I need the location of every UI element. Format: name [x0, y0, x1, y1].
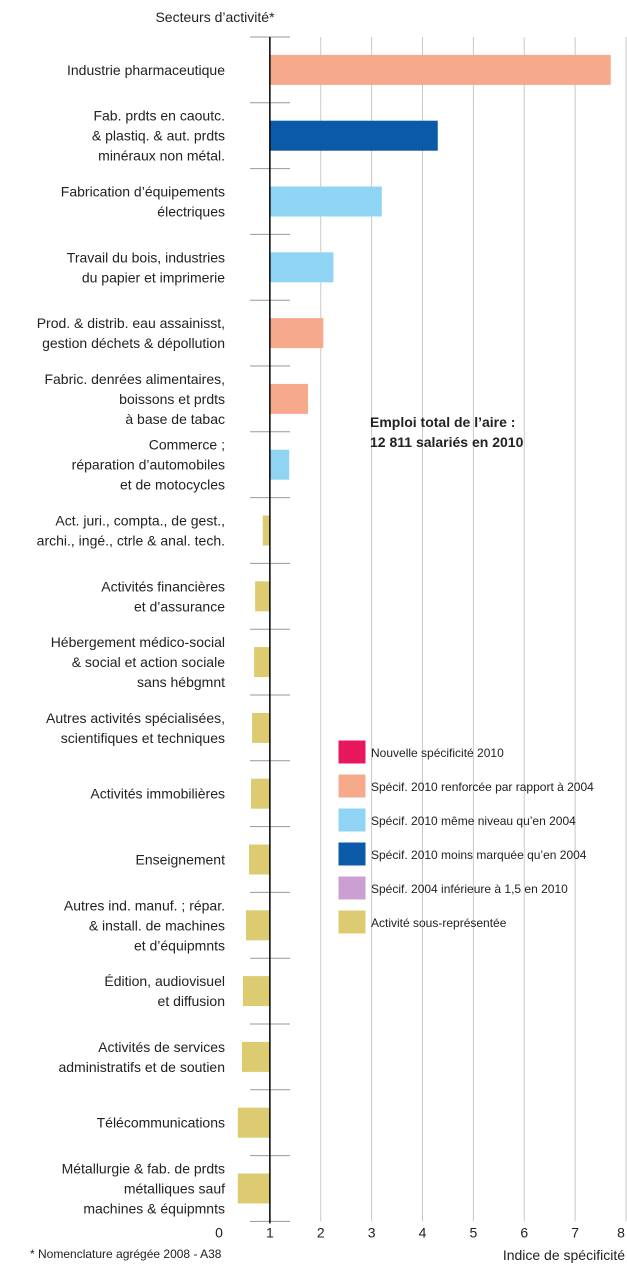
x-tick-label: 4: [419, 1224, 427, 1240]
y-tick-label: Activités financières et d’assurance: [101, 578, 225, 614]
legend-swatch: [337, 841, 367, 867]
y-tick-label: Activités de services administratifs et d…: [58, 1039, 225, 1075]
legend-swatch: [337, 875, 367, 901]
y-tick-label: Autres activités spécialisées, scientifiq…: [46, 710, 225, 746]
legend-swatch: [337, 807, 367, 833]
legend-label: Spécif. 2010 renforcée par rapport à 200…: [371, 780, 594, 794]
y-tick-label: Édition, audiovisuel et diffusion: [104, 973, 225, 1009]
x-tick-label: 0: [215, 1224, 223, 1240]
y-tick-label: Commerce ; réparation d’automobiles et de …: [72, 437, 225, 493]
y-tick-label: Fab. prdts en caoutc. & plastiq. & aut. p…: [92, 108, 225, 164]
bar: [251, 778, 270, 809]
legend-label: Spécif. 2010 même niveau qu’en 2004: [371, 814, 576, 828]
x-tick-label: 6: [520, 1224, 528, 1240]
y-tick-label: Autres ind. manuf. ; répar. & install. de…: [64, 897, 225, 953]
bar: [245, 910, 270, 941]
bar: [237, 1173, 270, 1204]
y-axis-label: Secteurs d’activité*: [155, 9, 275, 25]
bar: [242, 976, 270, 1007]
bar: [254, 647, 270, 678]
x-tick-label: 7: [571, 1224, 579, 1240]
legend-swatch: [337, 909, 367, 935]
legend-label: Spécif. 2004 inférieure à 1,5 en 2010: [371, 882, 568, 896]
legend-label: Activité sous-représentée: [371, 916, 507, 930]
x-tick-label: 1: [266, 1224, 274, 1240]
footnote: * Nomenclature agrégée 2008 - A38: [30, 1247, 222, 1261]
legend-swatch: [337, 739, 367, 765]
bar: [269, 318, 324, 349]
y-tick-label: Industrie pharmaceutique: [67, 62, 225, 78]
y-tick-label: Enseignement: [135, 852, 225, 868]
bar: [237, 1107, 270, 1138]
bar: [241, 1041, 270, 1072]
bar: [269, 449, 290, 480]
x-axis-label: Indice de spécificité: [503, 1247, 625, 1263]
x-tick-label: 3: [368, 1224, 376, 1240]
bar: [252, 712, 270, 743]
y-tick-label: Act. juri., compta., de gest., archi., in…: [37, 513, 225, 549]
legend-label: Spécif. 2010 moins marquée qu’en 2004: [371, 848, 587, 862]
y-tick-label: Fabrication d’équipements électriques: [61, 184, 225, 220]
y-tick-label: Activités immobilières: [90, 786, 225, 802]
y-tick-label: Travail du bois, industries du papier et …: [67, 249, 225, 285]
y-tick-label: Télécommunications: [97, 1115, 225, 1131]
y-tick-label: Fabric. denrées alimentaires, boissons et…: [44, 371, 225, 427]
y-tick-label: Métallurgie & fab. de prdts métalliques s…: [62, 1161, 226, 1217]
bar: [269, 54, 611, 85]
y-tick-label: Prod. & distrib. eau assainisst, gestion …: [37, 315, 225, 351]
bar: [249, 844, 270, 875]
bar: [269, 120, 438, 151]
bar: [255, 581, 270, 612]
y-tick-label: Hébergement médico-social & social et act…: [51, 634, 226, 690]
x-tick-label: 8: [617, 1224, 625, 1240]
legend-swatch: [337, 773, 367, 799]
bar: [269, 383, 309, 414]
annotation: Emploi total de l’aire :12 811 salariés …: [370, 414, 524, 450]
bar: [262, 515, 270, 546]
x-tick-label: 5: [469, 1224, 477, 1240]
bar: [269, 252, 334, 283]
x-tick-label: 2: [317, 1224, 325, 1240]
bar: [269, 186, 382, 217]
legend-label: Nouvelle spécificité 2010: [371, 746, 504, 760]
